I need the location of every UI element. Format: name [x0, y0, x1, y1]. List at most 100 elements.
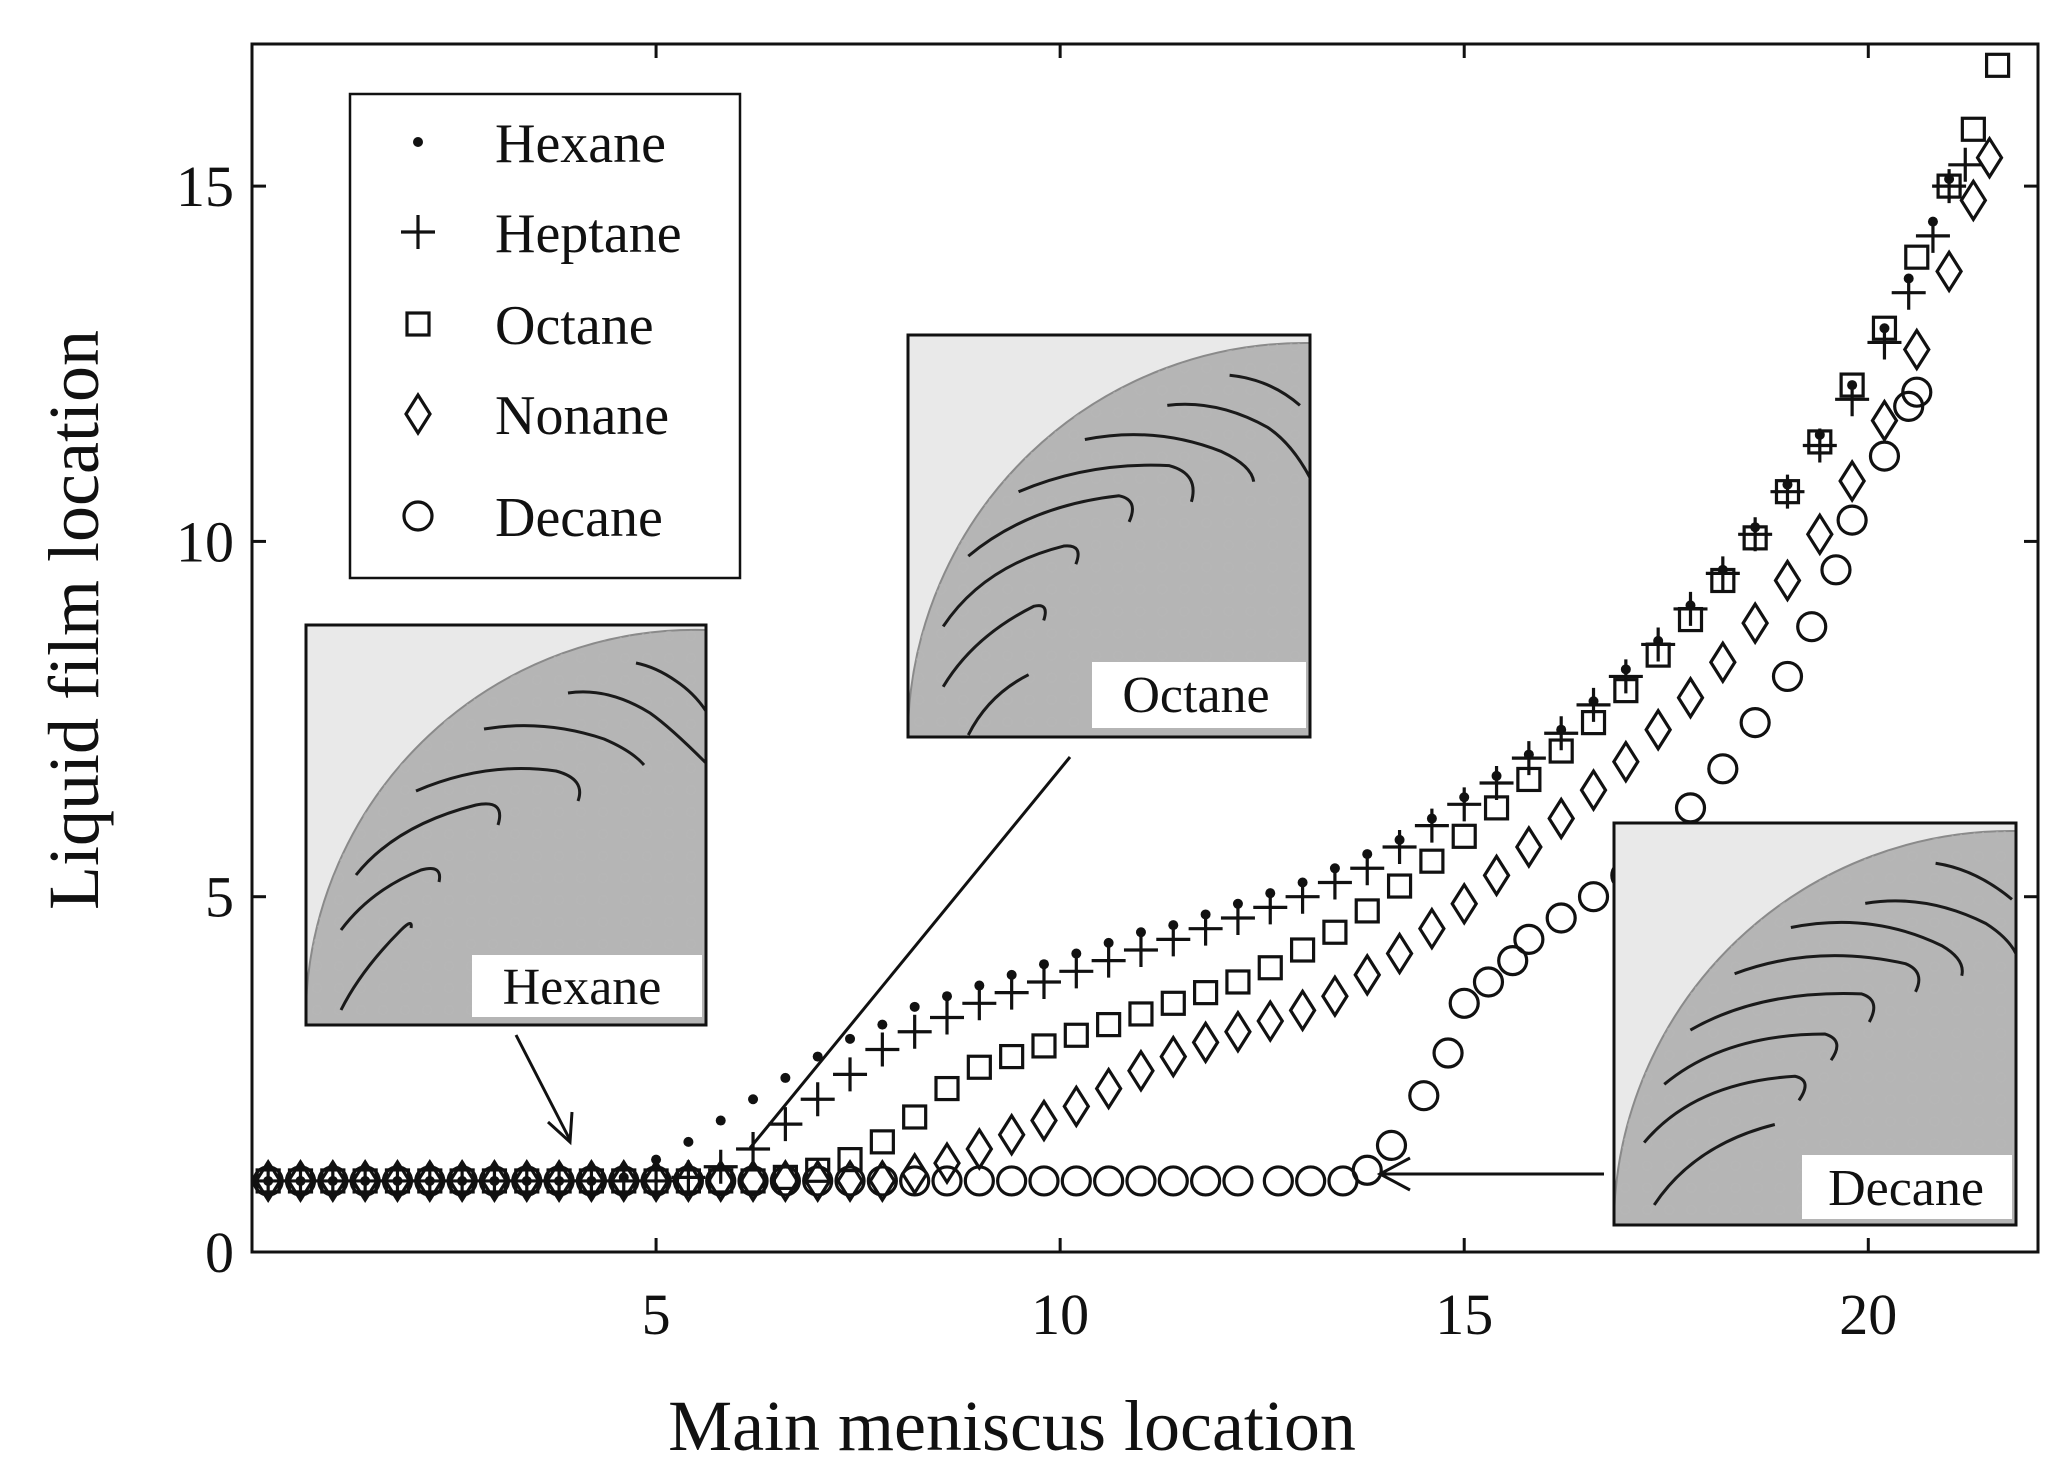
y-tick-label: 15 — [176, 154, 234, 219]
hexane-point — [845, 1033, 856, 1044]
decane-point — [963, 1165, 995, 1197]
heptane-point — [1091, 943, 1126, 978]
nonane-point — [1482, 853, 1511, 898]
x-tick-label: 20 — [1839, 1282, 1897, 1347]
decane-point — [543, 1165, 575, 1197]
heptane-point — [768, 1107, 803, 1142]
nonane-point — [674, 1158, 703, 1203]
octane-point — [1839, 372, 1865, 398]
inset-octane-label: Octane — [1122, 667, 1269, 724]
y-tick-label: 0 — [205, 1220, 234, 1285]
heptane-point — [1891, 275, 1926, 310]
plot-area — [250, 42, 2040, 1254]
legend-item-nonane: Nonane — [404, 385, 669, 447]
decane-point — [478, 1165, 511, 1197]
legend-marker-hexane — [413, 137, 423, 147]
arrow-hexane-head — [546, 1111, 574, 1146]
heptane-point — [865, 1032, 900, 1067]
nonane-point — [642, 1158, 670, 1203]
heptane-point — [833, 1057, 868, 1092]
inset-decane: Decane — [1612, 821, 2018, 1227]
octane-point — [1677, 606, 1704, 633]
hexane-point — [1103, 937, 1114, 948]
hexane-point — [1071, 948, 1082, 959]
hexane-point — [780, 1072, 791, 1083]
decane-point — [349, 1165, 381, 1197]
nonane-point — [997, 1112, 1026, 1157]
heptane-point — [1156, 922, 1191, 957]
nonane-point — [965, 1126, 994, 1171]
octane-point — [1936, 173, 1962, 199]
octane-point — [1742, 525, 1768, 551]
inset-hexane-label: Hexane — [503, 959, 662, 1016]
nonane-point — [512, 1158, 541, 1203]
nonane-point — [1127, 1048, 1155, 1093]
nonane-point — [1579, 768, 1608, 813]
heptane-point — [1576, 687, 1611, 722]
nonane-point — [739, 1158, 767, 1203]
nonane-point — [577, 1158, 606, 1203]
nonane-point — [1224, 1009, 1252, 1054]
octane-point — [1419, 848, 1445, 874]
legend: Hexane Heptane Octane Nonane Decane — [348, 92, 742, 580]
hexane-point — [683, 1136, 694, 1147]
octane-point — [934, 1075, 960, 1102]
nonane-point — [415, 1158, 444, 1203]
legend-label: Hexane — [495, 113, 666, 175]
annotation-arrows — [514, 756, 1604, 1192]
octane-point — [1031, 1033, 1057, 1059]
decane-point — [1820, 554, 1852, 586]
decane-point — [672, 1165, 704, 1197]
octane-point — [1516, 766, 1542, 793]
decane-point — [834, 1165, 866, 1197]
decane-point — [1796, 611, 1828, 643]
octane-point — [1580, 710, 1607, 736]
decane-point — [996, 1165, 1028, 1197]
heptane-point — [1915, 218, 1950, 253]
octane-point — [1128, 1001, 1154, 1027]
nonane-point — [868, 1158, 897, 1203]
nonane-point — [836, 1158, 864, 1203]
decane-point — [802, 1165, 834, 1197]
octane-point — [1645, 642, 1671, 668]
nonane-point — [1094, 1066, 1123, 1111]
nonane-point — [706, 1158, 735, 1203]
octane-point — [1354, 898, 1380, 924]
decane-point — [1836, 504, 1868, 536]
heptane-point — [1285, 879, 1320, 914]
octane-point — [1257, 955, 1283, 981]
arrow-decane-head — [1376, 1156, 1411, 1192]
decane-point — [284, 1165, 317, 1197]
decane-point — [446, 1165, 478, 1197]
decane-point — [1222, 1165, 1254, 1197]
legend-label: Decane — [495, 487, 663, 549]
nonane-point — [1191, 1020, 1220, 1065]
heptane-point — [800, 1082, 835, 1117]
nonane-point — [1385, 931, 1414, 976]
nonane-point — [318, 1158, 347, 1203]
decane-point — [931, 1165, 963, 1197]
decane-point — [1771, 660, 1804, 693]
octane-point — [1871, 315, 1898, 341]
nonane-point — [1353, 952, 1382, 997]
nonane-point — [1741, 601, 1770, 646]
nonane-point — [448, 1158, 477, 1203]
decane-point — [1093, 1165, 1125, 1197]
octane-point — [1807, 429, 1833, 455]
heptane-point — [1123, 933, 1158, 967]
octane-point — [1193, 980, 1219, 1006]
decane-point — [608, 1165, 640, 1197]
heptane-point — [962, 986, 997, 1021]
nonane-point — [1159, 1034, 1188, 1079]
octane-point — [1774, 479, 1801, 505]
octane-point — [1386, 873, 1413, 899]
nonane-point — [1870, 398, 1899, 443]
hexane-point — [715, 1115, 726, 1126]
axis-ticks — [252, 44, 2038, 1254]
heptane-point — [1350, 851, 1385, 886]
legend-item-heptane: Heptane — [401, 203, 682, 265]
nonane-point — [1838, 459, 1867, 504]
legend-items: Hexane Heptane Octane Nonane Decane — [401, 113, 682, 549]
arrow-octane — [748, 756, 1072, 1149]
decane-point — [769, 1165, 801, 1197]
